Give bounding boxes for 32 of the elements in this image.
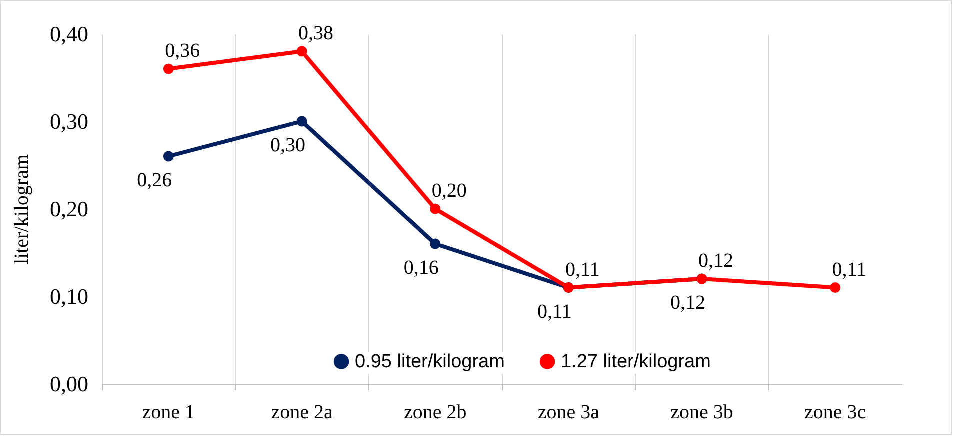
data-label: 0,12 [698,250,734,272]
point [430,204,441,214]
point [830,282,841,293]
y-axis-title: liter/kilogram [11,154,33,264]
legend-label: 1.27 liter/kilogram [561,352,711,373]
y-tick-label: 0,20 [50,196,88,222]
data-label: 0,38 [298,22,334,44]
point [163,64,174,74]
y-tick-label: 0,30 [50,109,88,134]
legend-label: 0.95 liter/kilogram [355,352,505,373]
point [296,116,308,127]
data-label: 0,20 [432,180,467,202]
x-tick-label: zone 3a [538,402,600,424]
data-label: 0,16 [404,257,439,279]
point [430,238,441,250]
x-tick-label: zone 2a [271,402,333,424]
data-label: 0,12 [670,292,706,314]
y-tick-label: 0,10 [50,284,88,309]
y-tick-label: 0,00 [50,372,88,396]
point [163,151,174,162]
x-tick-label: zone 2b [404,402,467,424]
y-tick-label: 0,40 [50,22,88,46]
data-label: 0,36 [165,40,200,62]
x-tick-label: zone 3c [804,402,866,424]
x-tick-label: zone 1 [142,402,196,424]
data-label: 0,11 [566,258,600,281]
data-label: 0,11 [538,300,572,323]
point [296,46,308,57]
data-label: 0,30 [270,134,306,156]
data-label: 0,11 [832,258,866,281]
data-label: 0,26 [137,170,172,192]
x-tick-label: zone 3b [670,402,734,424]
